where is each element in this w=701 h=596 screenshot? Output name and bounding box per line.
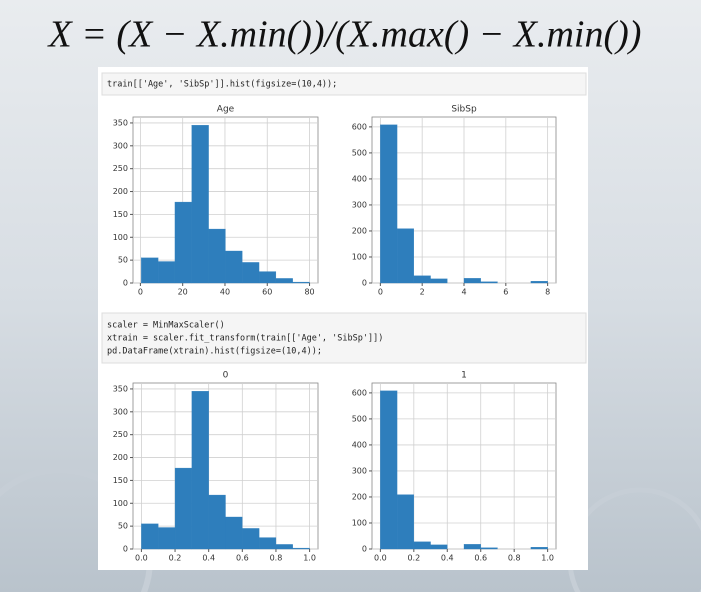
bar bbox=[430, 544, 448, 550]
x-tick-label: 0.8 bbox=[270, 554, 283, 563]
y-tick-label: 150 bbox=[113, 476, 128, 485]
y-tick-label: 0 bbox=[362, 545, 367, 554]
y-tick-label: 200 bbox=[352, 492, 367, 501]
chart-title: 1 bbox=[461, 371, 467, 381]
bar bbox=[141, 257, 159, 284]
x-tick-label: 1.0 bbox=[541, 554, 554, 563]
y-tick-label: 100 bbox=[352, 252, 367, 261]
code-cell bbox=[101, 312, 587, 364]
code-line: train[['Age', 'SibSp']].hist(figsize=(10… bbox=[107, 80, 337, 90]
bar bbox=[275, 544, 293, 550]
y-tick-label: 200 bbox=[113, 453, 128, 462]
y-tick-label: 250 bbox=[113, 430, 128, 439]
y-tick-label: 200 bbox=[352, 226, 367, 235]
y-tick-label: 0 bbox=[123, 545, 128, 554]
bar bbox=[413, 275, 431, 284]
bar bbox=[242, 528, 260, 550]
bar bbox=[225, 250, 243, 284]
y-tick-label: 300 bbox=[352, 466, 367, 475]
x-tick-label: 0.2 bbox=[169, 554, 182, 563]
bar bbox=[413, 541, 431, 550]
chart-title: SibSp bbox=[451, 105, 477, 115]
y-tick-label: 100 bbox=[113, 233, 128, 242]
bar bbox=[530, 281, 548, 284]
bar bbox=[191, 391, 209, 550]
x-tick-label: 20 bbox=[178, 288, 188, 297]
x-tick-label: 6 bbox=[503, 288, 508, 297]
bar bbox=[480, 281, 498, 284]
chart-title: Age bbox=[217, 105, 235, 115]
x-tick-label: 0.6 bbox=[236, 554, 249, 563]
y-tick-label: 300 bbox=[113, 141, 128, 150]
bar bbox=[463, 278, 481, 284]
bar bbox=[292, 281, 310, 284]
bar bbox=[430, 278, 448, 284]
bar bbox=[480, 547, 498, 550]
chart-title: 0 bbox=[223, 371, 229, 381]
bar bbox=[225, 516, 243, 550]
formula: X = (X − X.min())/(X.max() − X.min()) bbox=[47, 14, 642, 56]
bar bbox=[380, 124, 398, 284]
y-tick-label: 200 bbox=[113, 187, 128, 196]
x-tick-label: 0.2 bbox=[407, 554, 420, 563]
x-tick-label: 1.0 bbox=[303, 554, 316, 563]
bar bbox=[258, 537, 277, 550]
x-tick-label: 8 bbox=[545, 288, 550, 297]
y-tick-label: 50 bbox=[118, 522, 128, 531]
bar bbox=[191, 125, 209, 284]
bar bbox=[174, 467, 193, 550]
x-tick-label: 60 bbox=[262, 288, 272, 297]
bar bbox=[157, 261, 176, 284]
code-line: pd.DataFrame(xtrain).hist(figsize=(10,4)… bbox=[107, 347, 322, 357]
y-tick-label: 400 bbox=[352, 174, 367, 183]
x-tick-label: 0.0 bbox=[374, 554, 387, 563]
y-tick-label: 0 bbox=[123, 279, 128, 288]
x-tick-label: 0 bbox=[378, 288, 383, 297]
bar bbox=[530, 547, 548, 550]
x-tick-label: 2 bbox=[420, 288, 425, 297]
bar bbox=[463, 544, 481, 550]
x-tick-label: 4 bbox=[461, 288, 466, 297]
code-line: xtrain = scaler.fit_transform(train[['Ag… bbox=[107, 334, 383, 344]
x-tick-label: 0.4 bbox=[441, 554, 454, 563]
bar bbox=[396, 494, 414, 550]
y-tick-label: 100 bbox=[113, 499, 128, 508]
y-tick-label: 350 bbox=[113, 384, 128, 393]
x-tick-label: 0.4 bbox=[202, 554, 215, 563]
y-tick-label: 400 bbox=[352, 440, 367, 449]
x-tick-label: 80 bbox=[304, 288, 314, 297]
y-tick-label: 500 bbox=[352, 414, 367, 423]
bar bbox=[158, 527, 176, 550]
bar bbox=[174, 201, 192, 284]
bar bbox=[141, 523, 159, 550]
x-tick-label: 0 bbox=[138, 288, 143, 297]
x-tick-label: 0.0 bbox=[135, 554, 148, 563]
y-tick-label: 300 bbox=[113, 407, 128, 416]
y-tick-label: 350 bbox=[113, 118, 128, 127]
code-line: scaler = MinMaxScaler() bbox=[107, 321, 225, 331]
bar bbox=[208, 494, 226, 550]
x-tick-label: 0.6 bbox=[474, 554, 487, 563]
y-tick-label: 600 bbox=[352, 388, 367, 397]
bar bbox=[258, 271, 277, 284]
bar bbox=[396, 228, 414, 284]
y-tick-label: 0 bbox=[362, 279, 367, 288]
x-tick-label: 40 bbox=[220, 288, 230, 297]
x-tick-label: 0.8 bbox=[508, 554, 521, 563]
code-cell bbox=[101, 72, 587, 96]
y-tick-label: 250 bbox=[113, 164, 128, 173]
bar bbox=[242, 262, 260, 284]
y-tick-label: 100 bbox=[352, 518, 367, 527]
y-tick-label: 300 bbox=[352, 200, 367, 209]
y-tick-label: 50 bbox=[118, 256, 128, 265]
bar bbox=[275, 278, 293, 284]
y-tick-label: 150 bbox=[113, 210, 128, 219]
bar bbox=[208, 228, 226, 284]
bar bbox=[292, 547, 310, 550]
bar bbox=[380, 390, 398, 550]
y-tick-label: 600 bbox=[352, 122, 367, 131]
y-tick-label: 500 bbox=[352, 148, 367, 157]
